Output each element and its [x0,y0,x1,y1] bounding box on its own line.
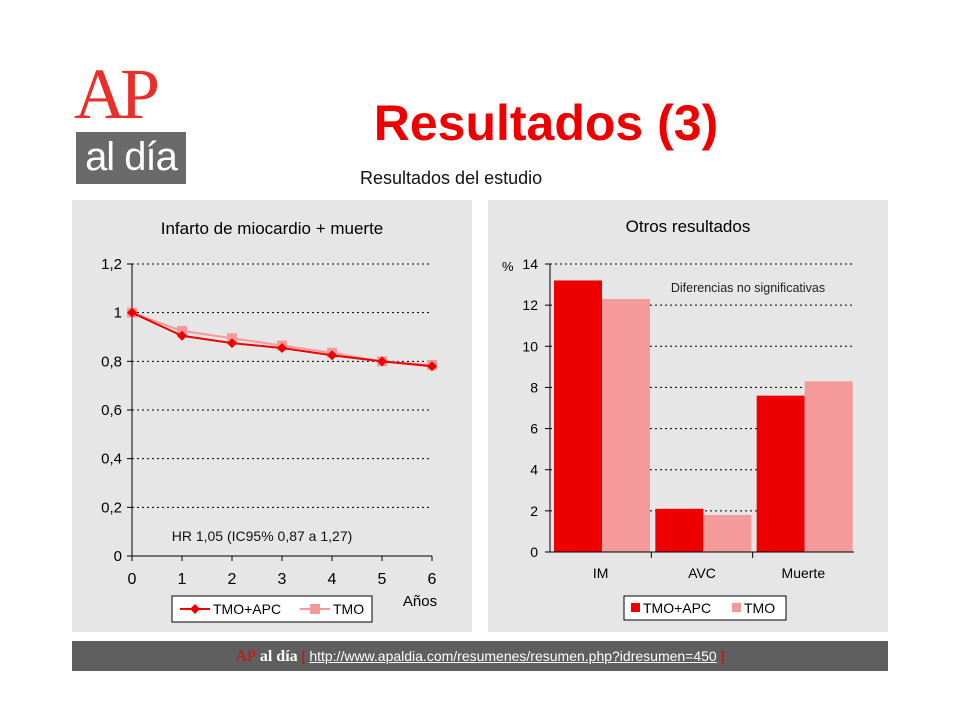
y-tick-label: 1 [114,305,122,322]
x-tick-label: 4 [328,571,337,588]
y-tick-label: 0,6 [101,402,122,419]
x-tick-label: 6 [428,571,437,588]
y-tick-label: 0,2 [101,499,122,516]
page-subtitle: Resultados del estudio [360,168,543,188]
category-label: Muerte [782,565,826,581]
y-tick-label: 0,4 [101,451,122,468]
line-chart: Infarto de miocardio + muerte 0 0,2 0,4 0,6 0… [101,219,437,623]
line-chart-title: Infarto de miocardio + muerte [161,219,384,238]
legend-label-tmo: TMO [744,600,775,616]
ap-al-dia-logo: AP al día [74,54,186,184]
x-axis-label: Años [403,593,437,610]
legend-swatch-tmo [732,603,741,612]
bar-tmo [703,514,752,552]
significance-annotation: Diferencias no significativas [671,281,825,295]
bar-chart: Otros resultados% 0 2 4 6 8 10 12 14 IM AVC Muerte D… [502,217,854,621]
category-label: AVC [688,565,716,581]
x-tick-label: 3 [278,571,287,588]
category-label: IM [593,565,609,581]
legend-label-tmo: TMO [333,601,364,617]
y-tick-label: 10 [522,338,538,354]
x-tick-label: 1 [178,571,187,588]
x-tick-label: 0 [128,571,137,588]
bar-tmo [804,381,853,552]
bar-tmo-apc [756,395,805,552]
y-tick-label: 6 [530,421,538,437]
data-point [227,338,237,349]
page-title: Resultados (3) [373,95,719,151]
footer-bar: AP al día [ http://www.apaldia.com/resum… [72,641,888,671]
y-tick-label: 2 [530,503,538,519]
data-point [127,307,137,318]
line-chart-panel: Infarto de miocardio + muerte 0 0,2 0,4 0,6 0… [72,200,472,632]
bar-tmo-apc [655,508,704,552]
y-tick-label: 1,2 [101,256,122,273]
y-tick-label: 14 [522,256,538,272]
y-unit-label: % [502,259,514,274]
data-point [277,342,287,353]
bar-chart-title: Otros resultados [626,217,751,236]
hr-annotation: HR 1,05 (IC95% 0,87 a 1,27) [172,528,353,544]
y-tick-label: 0 [530,544,538,560]
legend-label-tmo-apc: TMO+APC [643,600,711,616]
legend-marker-tmo-apc [190,604,200,614]
data-point [377,356,387,367]
y-tick-label: 0,8 [101,353,122,370]
data-point [177,330,187,341]
data-point [327,350,337,361]
legend-marker-tmo [310,604,320,614]
footer-link[interactable]: http://www.apaldia.com/resumenes/resumen… [309,648,717,664]
legend-label-tmo-apc: TMO+APC [213,601,281,617]
legend-box [623,595,787,621]
x-tick-label: 2 [228,571,237,588]
data-point [427,361,437,372]
x-tick-label: 5 [378,571,387,588]
y-tick-label: 12 [522,297,538,313]
legend-swatch-tmo-apc [631,603,640,612]
bar-tmo-apc [554,280,602,552]
footer-open-bracket: [ [301,648,306,664]
footer-ap: AP [235,648,256,665]
bar-chart-panel: Otros resultados% 0 2 4 6 8 10 12 14 IM AVC Muerte D… [488,200,888,632]
logo-aldia-text: al día [76,132,186,184]
y-tick-label: 0 [114,548,122,565]
logo-ap-text: AP [74,54,160,134]
footer-aldia: al día [259,648,298,665]
footer-close-bracket: ] [720,648,725,664]
y-tick-label: 8 [530,379,538,395]
y-tick-label: 4 [530,462,538,478]
bar-tmo [602,298,650,552]
